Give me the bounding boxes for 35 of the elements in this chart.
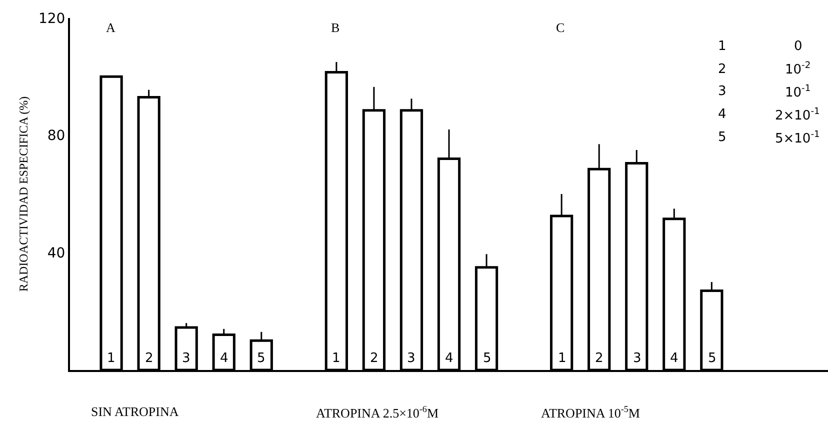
- text: ATROPINA 2.5×10$^{-6}$M: [316, 404, 439, 420]
- text: 10$^{-2}$: [785, 61, 811, 78]
- y-axis-title: RADIOACTIVIDAD ESPECIFICA (%): [16, 96, 30, 292]
- annotation: 5: [718, 130, 726, 145]
- x-tick-label: 1: [558, 351, 566, 366]
- y-tick-label: 120: [38, 10, 66, 27]
- annotation: 3: [718, 84, 726, 99]
- x-tick-label: 3: [407, 351, 416, 366]
- x-tick-label: 4: [445, 351, 454, 366]
- x-tick-label: 5: [708, 351, 716, 366]
- text: ATROPINA 10$^{-5}$M: [541, 404, 640, 420]
- annotation: B: [331, 20, 340, 35]
- y-tick-label: 80: [47, 128, 66, 144]
- annotation: 1: [718, 39, 726, 54]
- annotation: 2: [718, 62, 726, 77]
- text: 2×10$^{-1}$: [775, 107, 820, 124]
- x-tick-label: 5: [257, 351, 266, 366]
- annotation: A: [106, 20, 116, 35]
- text: SIN ATROPINA: [91, 404, 180, 419]
- annotation: 4: [718, 107, 726, 122]
- x-tick-label: 4: [220, 351, 228, 366]
- x-tick-label: 2: [370, 351, 378, 366]
- x-tick-label: 1: [332, 351, 340, 366]
- text: 0: [794, 39, 802, 54]
- x-tick-label: 2: [595, 351, 604, 366]
- x-tick-label: 3: [182, 351, 190, 366]
- text: 10$^{-1}$: [785, 84, 811, 100]
- x-tick-label: 3: [633, 351, 642, 366]
- text: 5×10$^{-1}$: [775, 130, 820, 146]
- x-tick-label: 4: [670, 351, 678, 366]
- annotation: C: [556, 20, 565, 35]
- x-tick-label: 1: [107, 351, 116, 366]
- x-tick-label: 5: [483, 351, 492, 366]
- y-tick-label: 40: [47, 246, 66, 262]
- x-tick-label: 2: [145, 351, 154, 366]
